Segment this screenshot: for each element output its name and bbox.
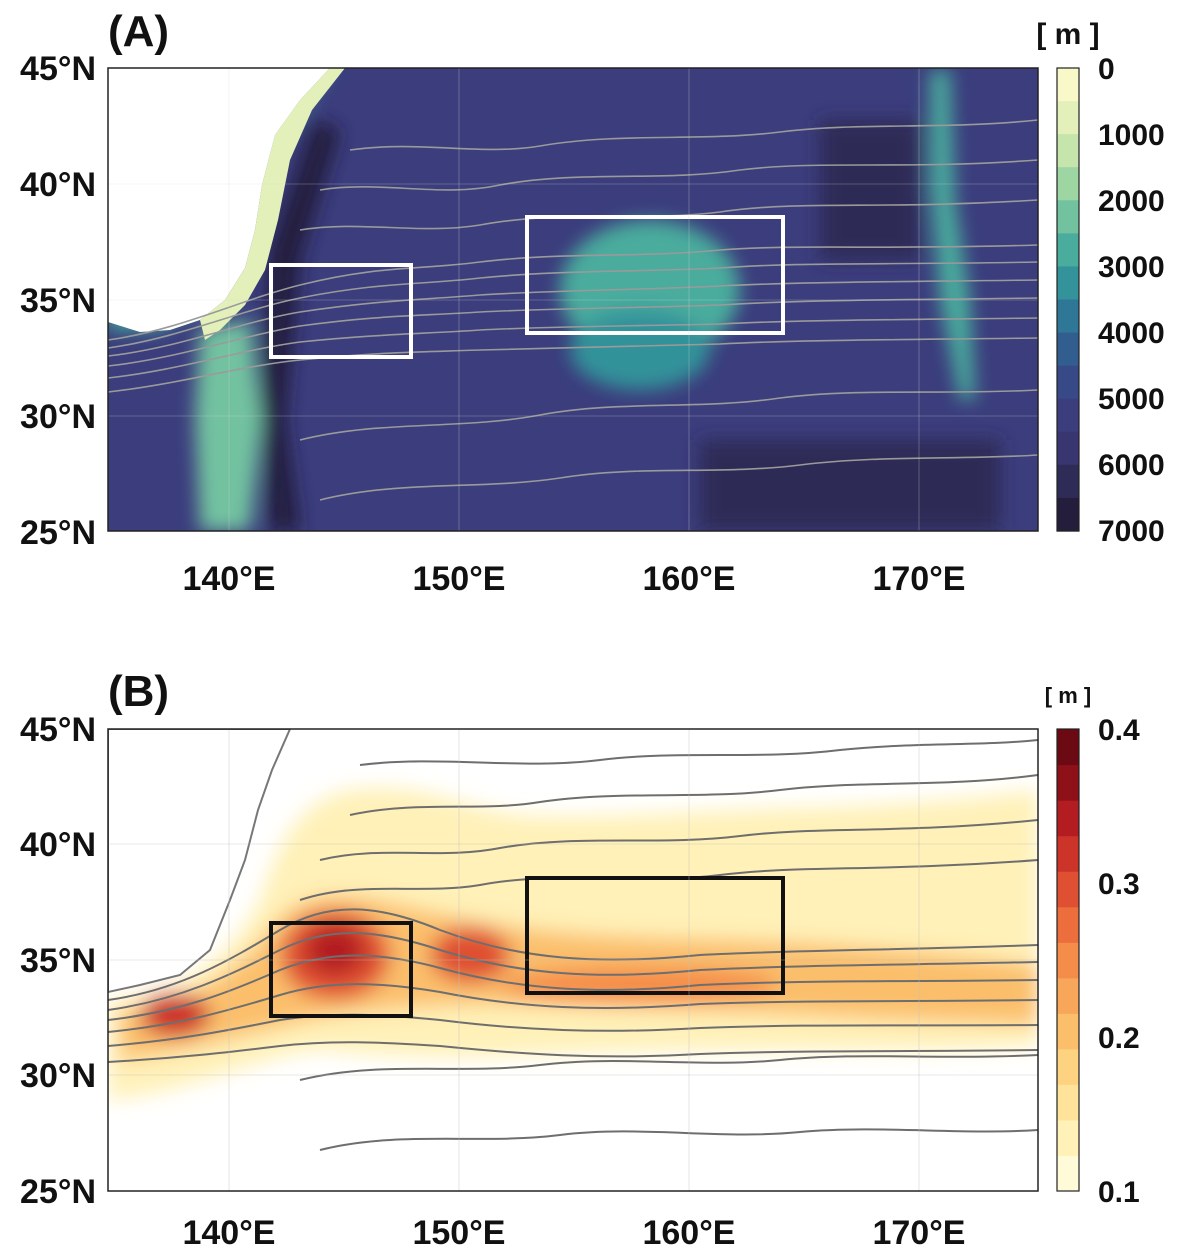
cbarA-step bbox=[1057, 167, 1079, 201]
cbarA-step bbox=[1057, 266, 1079, 301]
cbarB-step bbox=[1057, 1048, 1079, 1085]
izu-bonin-ridge bbox=[195, 320, 262, 531]
colorbar-a bbox=[1057, 68, 1079, 532]
cbarB-step bbox=[1057, 942, 1079, 979]
colorbar-a-tick-6000: 6000 bbox=[1098, 449, 1165, 482]
panel-a-lon-labels: 140°E 150°E 160°E 170°E bbox=[182, 560, 965, 598]
lon-label-140e-b: 140°E bbox=[182, 1214, 275, 1250]
cbarA-step bbox=[1057, 464, 1079, 499]
deep-basin-northeast bbox=[820, 120, 920, 260]
colorbar-b-unit: [ m ] bbox=[1045, 683, 1091, 708]
lat-label-30n-b: 30°N bbox=[20, 1057, 96, 1095]
cbarB-step bbox=[1057, 871, 1079, 908]
kuroshio-extension-box-west-b bbox=[269, 921, 413, 1018]
cbarB-step bbox=[1057, 800, 1079, 837]
colorbar-a-frame bbox=[1056, 67, 1080, 532]
coastal-shelf-a bbox=[200, 68, 345, 340]
variability-east-band bbox=[500, 967, 780, 1003]
panel-a-map bbox=[108, 68, 1038, 531]
emperor-seamounts bbox=[930, 70, 975, 400]
cbarA-step bbox=[1057, 299, 1079, 334]
lon-label-160e-b: 160°E bbox=[642, 1214, 735, 1250]
colorbar-a-unit: [ m ] bbox=[1036, 18, 1099, 51]
ssh-contours-b bbox=[108, 739, 1038, 1151]
lat-label-45n-b: 45°N bbox=[20, 711, 96, 749]
colorbar-b-tick-0-3: 0.3 bbox=[1098, 868, 1140, 901]
panel-b: (B) bbox=[20, 667, 1140, 1250]
panel-b-label: (B) bbox=[108, 667, 169, 716]
lon-label-150e-a: 150°E bbox=[412, 560, 505, 598]
colorbar-a-tick-2000: 2000 bbox=[1098, 185, 1165, 218]
cbarA-step bbox=[1057, 431, 1079, 466]
japan-land-b bbox=[108, 729, 292, 994]
panel-a: (A) bbox=[20, 7, 1165, 598]
lat-label-40n-a: 40°N bbox=[20, 166, 96, 204]
gridlines-b bbox=[108, 729, 1038, 1191]
variability-peak-central bbox=[430, 927, 510, 983]
panel-b-frame bbox=[107, 728, 1039, 1192]
cbarA-step bbox=[1057, 398, 1079, 433]
colorbar-a-ticks: 0 1000 2000 3000 4000 5000 6000 7000 bbox=[1098, 53, 1165, 548]
lat-label-25n-a: 25°N bbox=[20, 514, 96, 552]
cbarB-step bbox=[1057, 977, 1079, 1014]
panel-b-map bbox=[108, 729, 1038, 1191]
colorbar-b-tick-0-1: 0.1 bbox=[1098, 1176, 1140, 1209]
colorbar-a-tick-0: 0 bbox=[1098, 53, 1115, 86]
cbarA-step bbox=[1057, 134, 1079, 168]
lat-label-35n-b: 35°N bbox=[20, 942, 96, 980]
cbarA-step bbox=[1057, 365, 1079, 400]
cbarA-step bbox=[1057, 68, 1079, 102]
colorbar-b bbox=[1057, 729, 1079, 1192]
lon-label-170e-b: 170°E bbox=[872, 1214, 965, 1250]
cbarB-step bbox=[1057, 835, 1079, 872]
lat-label-35n-a: 35°N bbox=[20, 282, 96, 320]
colorbar-b-frame bbox=[1056, 728, 1080, 1192]
panel-a-frame bbox=[107, 67, 1039, 532]
colorbar-b-tick-0-4: 0.4 bbox=[1098, 714, 1140, 747]
cbarB-step bbox=[1057, 1119, 1079, 1157]
colorbar-b-ticks: 0.4 0.3 0.2 0.1 bbox=[1098, 714, 1140, 1209]
colorbar-a-tick-3000: 3000 bbox=[1098, 251, 1165, 284]
lat-label-45n-a: 45°N bbox=[20, 50, 96, 88]
cbarB-step bbox=[1057, 1013, 1079, 1050]
cbarA-step bbox=[1057, 101, 1079, 135]
lon-label-140e-a: 140°E bbox=[182, 560, 275, 598]
cbarA-step bbox=[1057, 233, 1079, 268]
colorbar-b-tick-0-2: 0.2 bbox=[1098, 1022, 1140, 1055]
shatsky-rise-south bbox=[570, 310, 710, 390]
lon-label-170e-a: 170°E bbox=[872, 560, 965, 598]
gridlines-a bbox=[108, 68, 1038, 531]
colorbar-a-tick-5000: 5000 bbox=[1098, 383, 1165, 416]
japan-trench-deep bbox=[262, 120, 340, 531]
cbarB-step bbox=[1057, 729, 1079, 766]
lon-label-160e-a: 160°E bbox=[642, 560, 735, 598]
lat-label-25n-b: 25°N bbox=[20, 1173, 96, 1211]
panel-b-lat-labels: 45°N 40°N 35°N 30°N 25°N bbox=[20, 711, 96, 1211]
kuroshio-extension-box-east-b bbox=[525, 876, 785, 995]
ssh-variability-field bbox=[108, 787, 1038, 1100]
cbarA-step bbox=[1057, 332, 1079, 367]
colorbar-a-tick-4000: 4000 bbox=[1098, 317, 1165, 350]
variability-peak-west-core bbox=[305, 925, 365, 975]
japan-land-a bbox=[108, 68, 330, 332]
cbarB-step bbox=[1057, 1155, 1079, 1192]
cbarB-step bbox=[1057, 764, 1079, 801]
colorbar-a-tick-1000: 1000 bbox=[1098, 119, 1165, 152]
panel-a-label: (A) bbox=[108, 7, 169, 56]
panel-b-lon-labels: 140°E 150°E 160°E 170°E bbox=[182, 1214, 965, 1250]
cbarA-step bbox=[1057, 497, 1079, 532]
colorbar-a-tick-7000: 7000 bbox=[1098, 515, 1165, 548]
cbarA-step bbox=[1057, 200, 1079, 234]
kuroshio-extension-box-west bbox=[269, 263, 413, 359]
variability-peak-upstream bbox=[140, 993, 210, 1037]
deep-basin-southeast bbox=[700, 440, 1000, 531]
lon-label-150e-b: 150°E bbox=[412, 1214, 505, 1250]
kuroshio-extension-box-east bbox=[525, 215, 785, 335]
cbarB-step bbox=[1057, 906, 1079, 943]
panel-a-lat-labels: 45°N 40°N 35°N 30°N 25°N bbox=[20, 50, 96, 552]
cbarB-step bbox=[1057, 1084, 1079, 1121]
lat-label-30n-a: 30°N bbox=[20, 398, 96, 436]
lat-label-40n-b: 40°N bbox=[20, 826, 96, 864]
